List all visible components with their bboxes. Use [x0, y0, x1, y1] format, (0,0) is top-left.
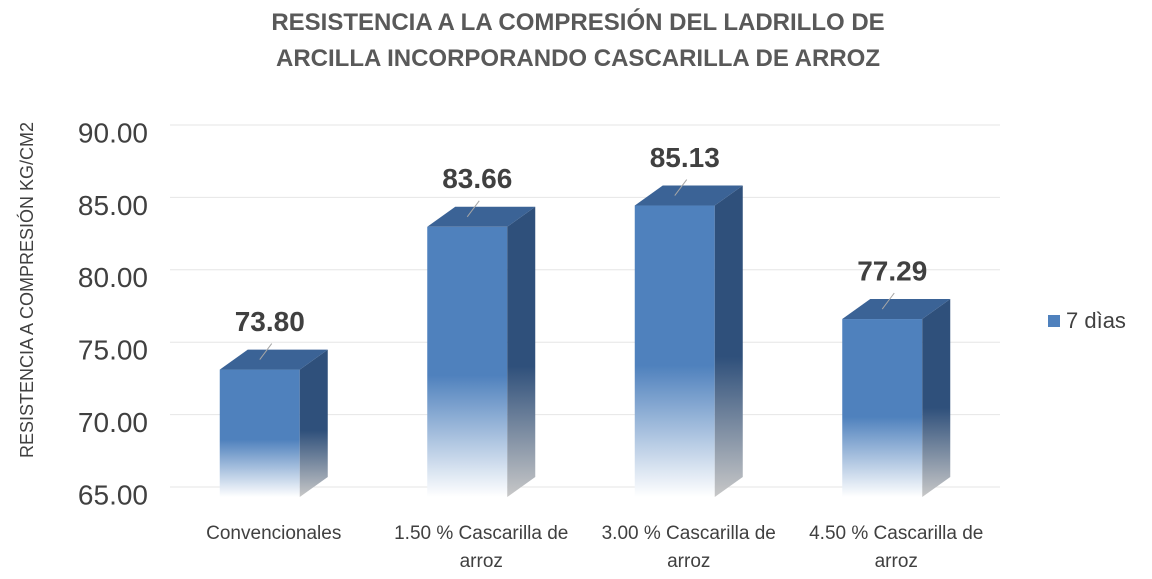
- bar-front: [842, 319, 923, 497]
- data-label: 77.29: [857, 255, 927, 286]
- y-tick-label: 90.00: [78, 117, 148, 148]
- y-tick-label: 75.00: [78, 335, 148, 366]
- y-axis-label: RESISTENCIA A COMPRESIÓN KG/CM2: [16, 122, 37, 458]
- x-tick-label: 4.50 % Cascarilla de arroz: [809, 523, 984, 572]
- x-tick-label: 3.00 % Cascarilla de arroz: [601, 523, 776, 572]
- x-tick-label: Convencionales: [206, 523, 342, 544]
- x-tick-label: 1.50 % Cascarilla de arroz: [394, 523, 569, 572]
- bar-top: [634, 185, 743, 206]
- bar-side: [714, 185, 743, 498]
- y-tick-label: 70.00: [78, 407, 148, 438]
- bar-side: [299, 349, 328, 497]
- data-label: 73.80: [235, 306, 305, 337]
- bar-front: [219, 369, 300, 497]
- y-tick-label: 85.00: [78, 190, 148, 221]
- leader-line: [674, 179, 688, 196]
- y-tick-label: 80.00: [78, 262, 148, 293]
- legend-label: 7 dìas: [1066, 308, 1126, 333]
- bar-top: [427, 206, 536, 227]
- bar-side: [507, 206, 536, 497]
- data-label: 83.66: [442, 163, 512, 194]
- leader-line: [466, 200, 480, 218]
- chart-title: RESISTENCIA A LA COMPRESIÓN DEL LADRILLO…: [271, 8, 884, 72]
- bar-side: [922, 299, 951, 497]
- leader-line: [881, 292, 895, 310]
- bar-top: [219, 349, 328, 370]
- legend-swatch: [1048, 315, 1060, 327]
- data-label: 85.13: [650, 142, 720, 173]
- bar-front: [427, 226, 508, 497]
- y-tick-label: 65.00: [78, 479, 148, 510]
- bar-front: [634, 205, 715, 498]
- leader-line: [259, 343, 273, 360]
- bar-top: [842, 299, 951, 320]
